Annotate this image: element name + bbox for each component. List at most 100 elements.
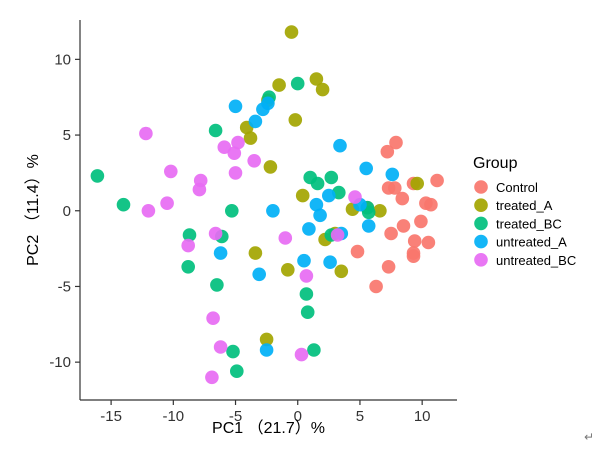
point-treated_A-8	[263, 160, 278, 174]
point-treated_A-3	[272, 78, 286, 92]
point-Control-11	[407, 234, 422, 248]
x-tick-label-0: 0	[294, 408, 302, 425]
point-treated_BC-19	[226, 344, 240, 359]
x-tick-label--15: -15	[100, 408, 122, 425]
point-treated_A-0	[284, 25, 299, 39]
point-Control-15	[384, 226, 398, 241]
point-untreated_A-6	[385, 167, 400, 182]
legend-label-untreated_A: untreated_A	[496, 235, 567, 250]
y-tick-label-0: 0	[63, 203, 71, 220]
legend-key-Control	[474, 180, 488, 194]
x-axis-title: PC1 （21.7）%	[212, 419, 325, 437]
y-axis-title: PC2 （11.4）%	[24, 154, 42, 266]
point-treated_A-6	[243, 131, 258, 145]
point-Control-18	[369, 279, 383, 294]
point-Control-14	[406, 249, 421, 263]
point-untreated_BC-4	[247, 154, 261, 168]
axes: -15 -10 -5 0 5 10 -10 -5 0 5 10	[49, 20, 457, 425]
point-untreated_BC-18	[213, 340, 228, 354]
point-treated_BC-7	[324, 170, 339, 185]
point-untreated_BC-0	[139, 126, 153, 141]
x-tick-label-10: 10	[414, 408, 431, 425]
point-untreated_A-5	[359, 161, 374, 176]
point-treated_A-2	[315, 82, 330, 97]
point-treated_BC-21	[230, 364, 244, 379]
y-tick-label--5: -5	[58, 278, 71, 295]
point-untreated_A-19	[266, 204, 280, 218]
point-treated_A-16	[281, 263, 295, 277]
point-treated_A-15	[334, 264, 349, 279]
point-Control-10	[396, 219, 411, 233]
legend-key-untreated_BC	[474, 252, 488, 267]
point-untreated_BC-5	[164, 164, 178, 179]
point-untreated_BC-16	[348, 190, 362, 204]
point-untreated_A-9	[309, 197, 324, 212]
point-untreated_A-0	[228, 99, 243, 114]
point-Control-1	[380, 144, 395, 159]
point-treated_BC-15	[181, 260, 195, 274]
point-untreated_BC-6	[228, 166, 243, 180]
point-untreated_BC-14	[299, 269, 314, 283]
point-treated_BC-2	[208, 123, 223, 138]
plot-area	[90, 25, 444, 385]
point-untreated_BC-11	[278, 231, 293, 245]
point-untreated_A-4	[333, 138, 347, 153]
legend-title: Group	[473, 155, 518, 172]
point-untreated_A-16	[323, 255, 337, 269]
point-treated_A-7	[288, 113, 303, 127]
point-untreated_BC-3	[227, 146, 242, 160]
legend-label-untreated_BC: untreated_BC	[496, 253, 576, 268]
legend-items: Control treated_A treated_BC untreated_Aunt…	[474, 180, 576, 268]
point-treated_BC-1	[116, 197, 131, 212]
legend-key-untreated_A	[474, 234, 488, 249]
point-Control-12	[421, 235, 436, 250]
point-untreated_BC-8	[192, 182, 207, 197]
y-tick-label-5: 5	[63, 127, 71, 144]
point-Control-8	[419, 196, 433, 210]
point-untreated_BC-19	[294, 347, 309, 362]
point-Control-6	[430, 173, 444, 188]
point-untreated_BC-12	[208, 226, 223, 241]
point-untreated_BC-9	[160, 196, 174, 210]
legend-label-Control: Control	[496, 180, 538, 195]
point-untreated_BC-20	[205, 370, 219, 385]
point-treated_A-9	[295, 188, 310, 203]
point-treated_A-11	[373, 204, 387, 218]
point-untreated_BC-10	[141, 204, 156, 218]
point-treated_BC-18	[300, 305, 315, 320]
point-untreated_BC-13	[330, 228, 345, 242]
point-treated_BC-16	[210, 278, 224, 292]
legend-label-treated_BC: treated_BC	[496, 216, 562, 231]
point-Control-4	[395, 191, 410, 206]
point-Control-3	[388, 181, 402, 195]
y-tick-label-10: 10	[54, 51, 71, 68]
point-untreated_BC-2	[217, 140, 232, 154]
point-treated_BC-0	[90, 169, 105, 183]
legend-label-treated_A: treated_A	[496, 198, 553, 213]
point-Control-9	[414, 214, 428, 229]
point-treated_A-12	[410, 176, 425, 191]
point-untreated_BC-15	[181, 238, 195, 253]
legend: Group Control treated_A treated_BC untreate…	[473, 155, 576, 268]
y-tick-label--10: -10	[49, 354, 71, 371]
point-treated_BC-12	[182, 228, 197, 242]
point-untreated_A-18	[259, 343, 274, 357]
point-treated_A-17	[248, 246, 263, 260]
point-untreated_A-2	[256, 102, 270, 117]
point-untreated_A-11	[361, 219, 376, 233]
point-Control-17	[350, 244, 365, 259]
point-untreated_A-3	[248, 114, 263, 129]
legend-key-treated_BC	[474, 216, 488, 231]
point-treated_BC-17	[299, 287, 314, 301]
point-untreated_BC-17	[206, 311, 220, 326]
point-untreated_A-17	[252, 267, 266, 282]
point-untreated_A-15	[297, 253, 311, 268]
point-untreated_A-14	[213, 246, 228, 260]
point-treated_BC-20	[307, 343, 321, 357]
x-tick-label--5: -5	[229, 408, 242, 425]
point-untreated_A-10	[313, 208, 327, 223]
point-Control-16	[381, 260, 396, 274]
